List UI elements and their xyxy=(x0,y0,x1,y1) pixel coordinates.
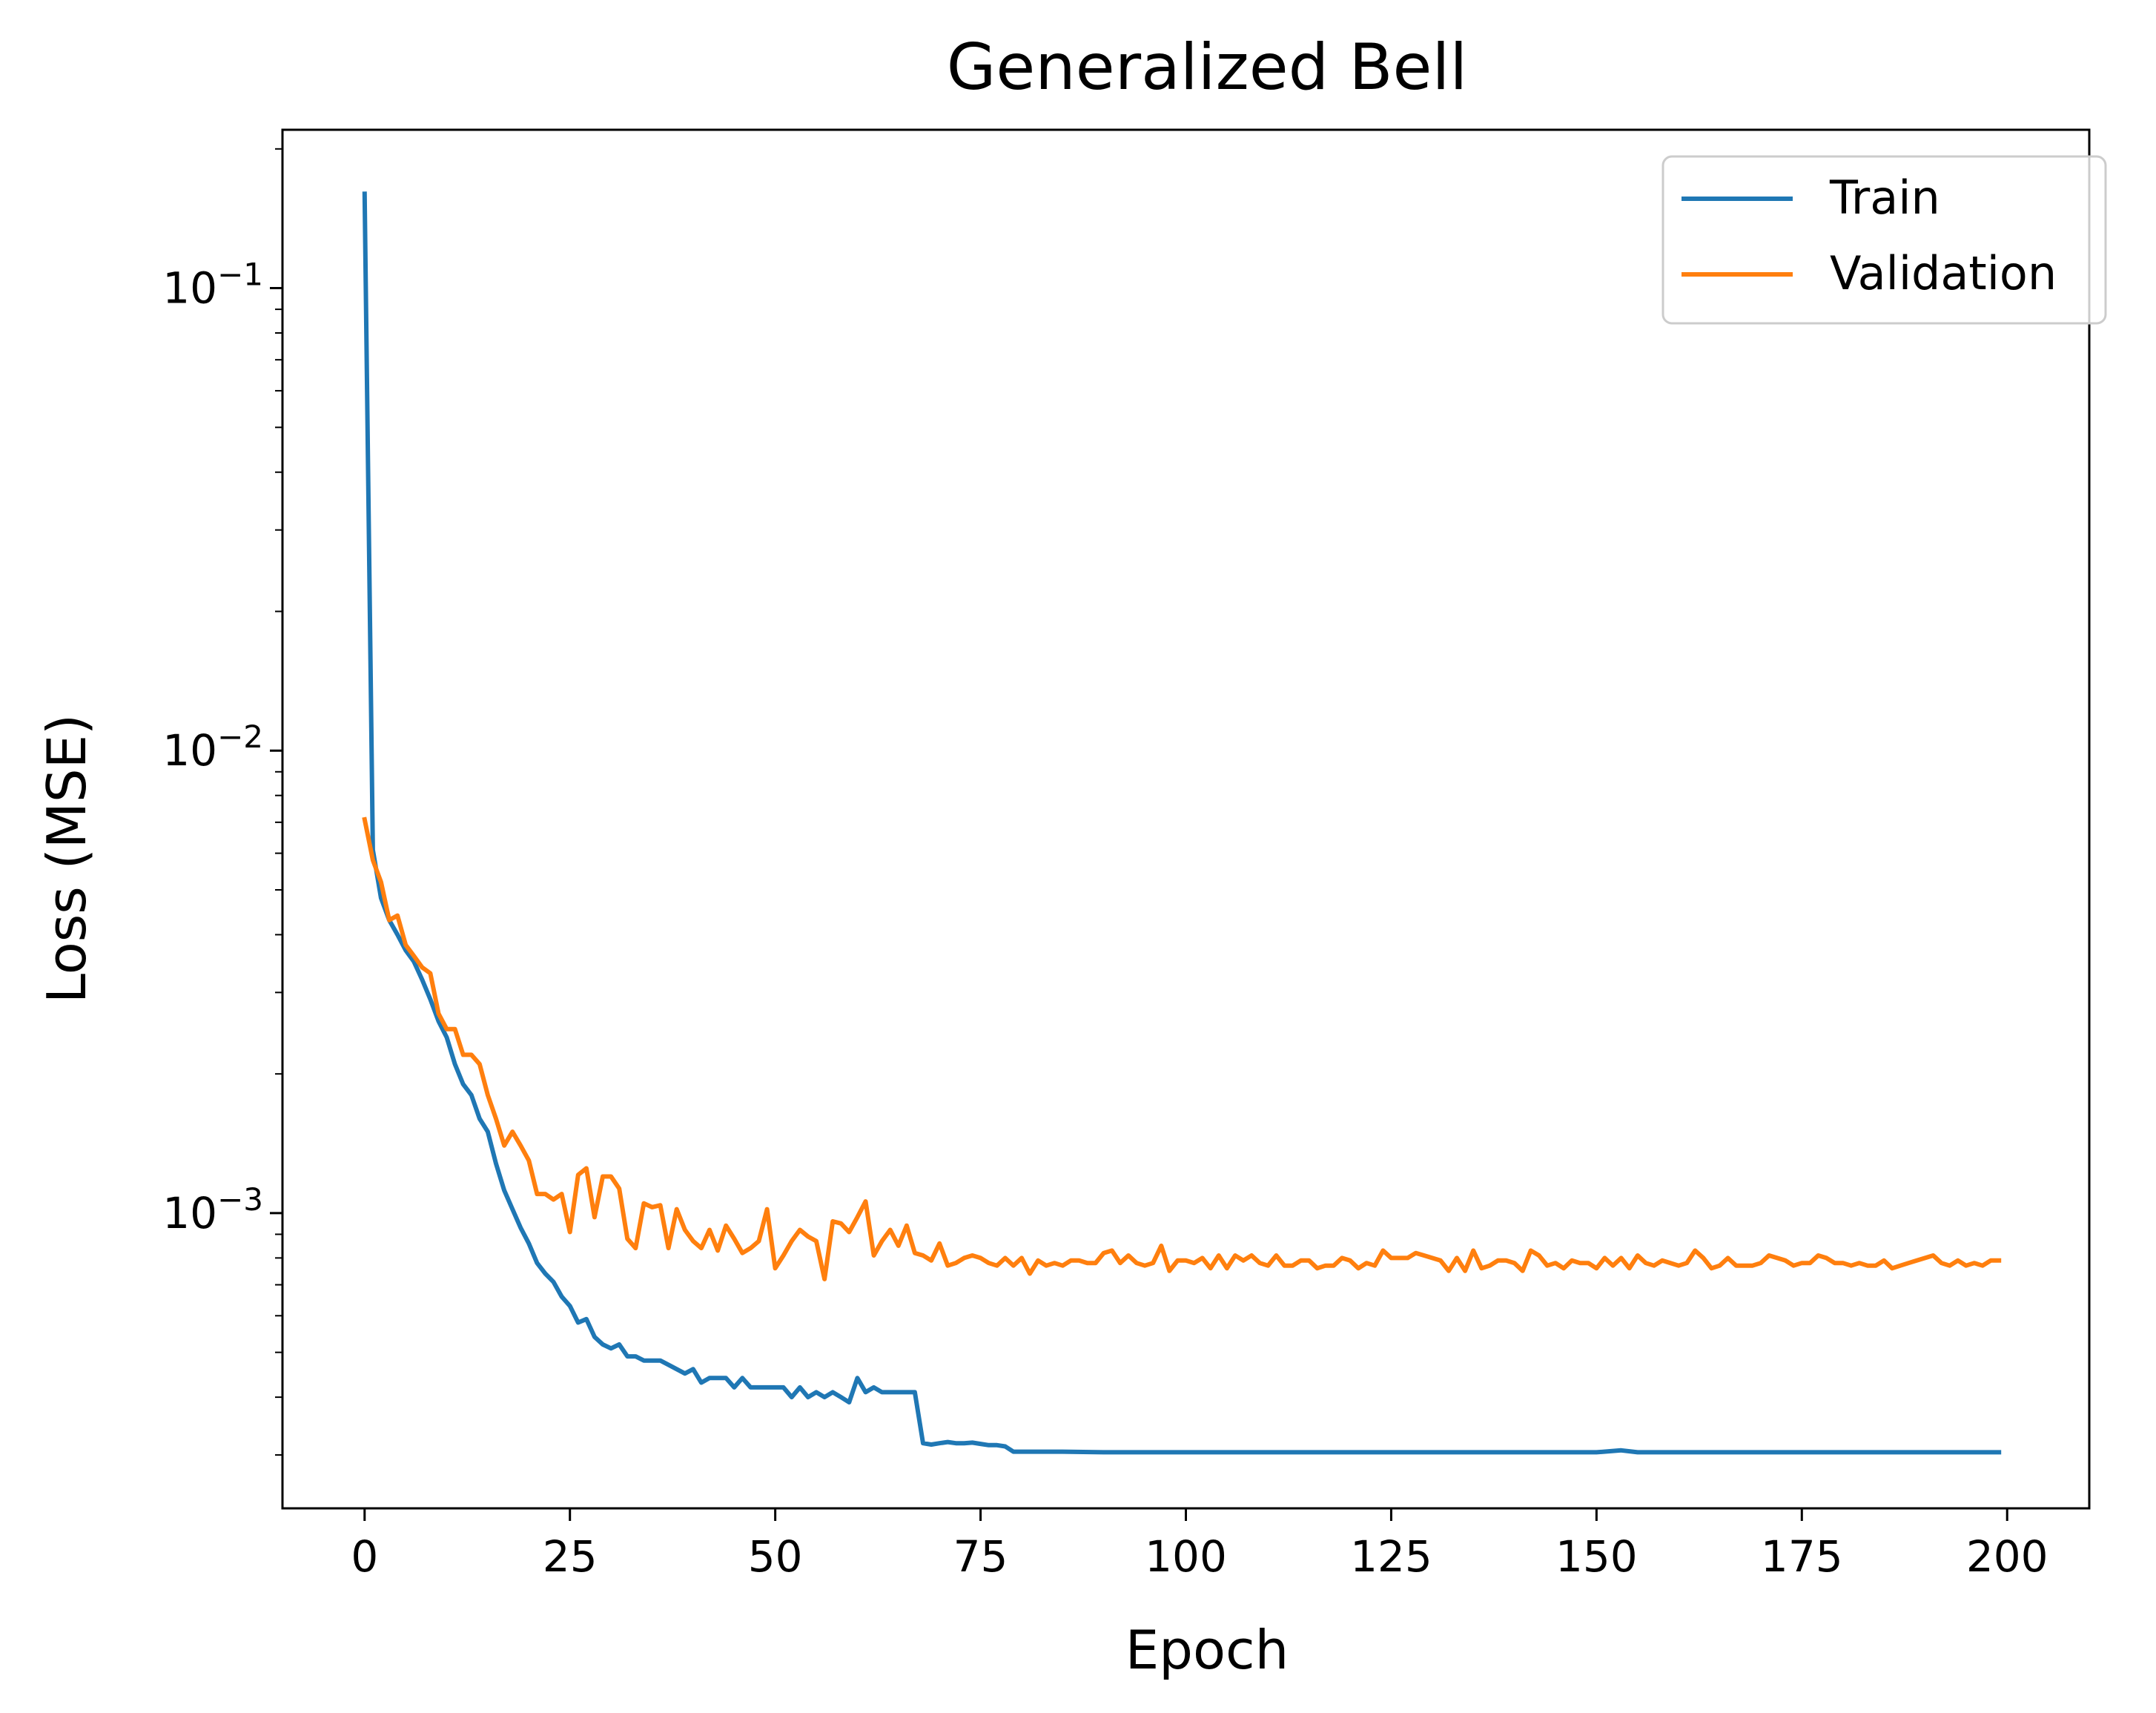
x-tick-label: 50 xyxy=(748,1531,803,1582)
plot-frame xyxy=(281,128,2091,1510)
x-tick-label: 175 xyxy=(1761,1531,1843,1582)
legend-label-train: Train xyxy=(1829,171,1940,225)
y-tick-label: 10−1 xyxy=(162,257,263,314)
x-tick-label: 25 xyxy=(543,1531,598,1582)
y-tick-label: 10−3 xyxy=(162,1181,263,1238)
x-tick-label: 150 xyxy=(1555,1531,1638,1582)
series-line-train xyxy=(362,191,2002,1455)
legend-label-validation: Validation xyxy=(1830,246,2057,300)
x-axis-label: Epoch xyxy=(1125,1619,1289,1681)
x-tick-label: 0 xyxy=(351,1531,378,1582)
x-tick-label: 75 xyxy=(953,1531,1008,1582)
y-axis-label: Loss (MSE) xyxy=(36,714,98,1003)
x-axis-ticks: 0 25 50 75 100 125 150 175 200 xyxy=(351,1508,2048,1582)
chart-title: Generalized Bell xyxy=(947,30,1468,105)
x-tick-label: 100 xyxy=(1145,1531,1227,1582)
y-tick-label: 10−2 xyxy=(162,719,263,776)
x-tick-label: 200 xyxy=(1966,1531,2048,1582)
series-line-validation xyxy=(362,816,2002,1281)
legend: Train Validation xyxy=(1661,155,2107,325)
x-tick-label: 125 xyxy=(1350,1531,1432,1582)
y-axis-ticks: 10−1 10−2 10−3 xyxy=(162,148,282,1456)
series-lines xyxy=(362,191,2002,1455)
